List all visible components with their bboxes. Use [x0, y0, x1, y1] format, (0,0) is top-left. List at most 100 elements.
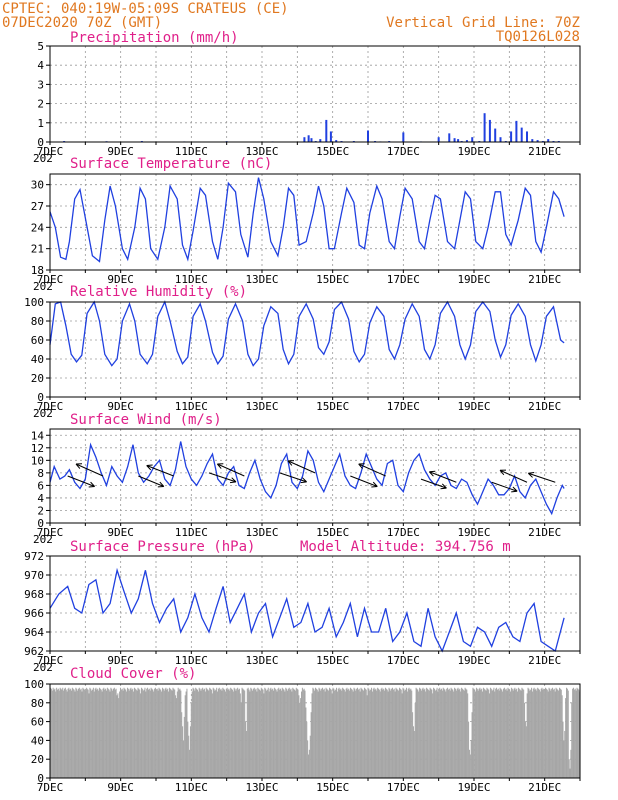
cloud-bar — [143, 689, 145, 778]
cloud-bar — [317, 691, 319, 778]
pressure-ytick-label: 962 — [24, 645, 44, 658]
cloud-bar — [564, 731, 566, 778]
cloud-bar — [488, 689, 490, 778]
cloud-bar — [305, 707, 307, 778]
cloud-bar — [386, 689, 388, 778]
cloud-bar — [398, 690, 400, 778]
cloud-bar — [290, 688, 292, 778]
cloud-bar — [285, 687, 287, 778]
cloud-bar — [472, 687, 474, 778]
precip-bar — [488, 119, 491, 142]
cloud-bar — [78, 687, 80, 778]
cloud-bar — [282, 688, 284, 778]
cloud-bar — [118, 698, 120, 778]
wind-xtick-label: 13DEC — [245, 526, 278, 539]
cloud-bar — [448, 688, 450, 778]
rh-xtick-label: 15DEC — [316, 400, 349, 413]
cloud-bar — [565, 698, 567, 778]
cloud-bar — [473, 688, 475, 778]
cloud-bar — [109, 691, 111, 778]
cloud-bar — [309, 735, 311, 778]
cloud-bar — [455, 690, 457, 778]
cloud-bar — [336, 691, 338, 778]
cloud-bar — [464, 687, 466, 778]
cloud-bar — [184, 695, 186, 778]
cloud-bar — [515, 689, 517, 778]
cloud-bar — [275, 689, 277, 778]
cloud-bar — [493, 687, 495, 778]
precip-bar — [520, 127, 523, 142]
cloud-bar — [384, 687, 386, 778]
temp-xtick-label: 11DEC — [175, 273, 208, 286]
cloud-bar — [147, 689, 149, 778]
cloud-bar — [223, 688, 225, 778]
header-location: CPTEC: 040:19W-05:09S CRATEUS (CE) — [2, 1, 289, 17]
cloud-bar — [535, 688, 537, 778]
cloud-bar — [75, 687, 77, 778]
cloud-bar — [301, 691, 303, 778]
cloud-bar — [217, 688, 219, 778]
cloud-bar — [193, 688, 195, 778]
cloud-bar — [189, 726, 191, 778]
cloud-bar — [556, 688, 558, 778]
cloud-bar — [84, 690, 87, 778]
cloud-bar — [160, 689, 162, 778]
cloud-xtick-label: 17DEC — [387, 781, 420, 794]
pressure-xtick-label: 19DEC — [457, 654, 490, 667]
cloud-bar — [362, 689, 364, 778]
cloud-bar — [447, 689, 449, 778]
precip-ytick-label: 4 — [37, 59, 44, 72]
cloud-bar — [532, 688, 534, 778]
cloud-bar — [568, 759, 570, 778]
cloud-bar — [212, 687, 214, 778]
cloud-bar — [480, 689, 482, 778]
temp-ytick-label: 18 — [31, 264, 44, 277]
wind-ytick-label: 4 — [37, 492, 44, 505]
cloud-bar — [411, 690, 413, 778]
cloud-bar — [420, 690, 422, 778]
precip-bar — [494, 128, 497, 142]
cloud-bar — [88, 693, 90, 778]
pressure-frame — [49, 555, 581, 652]
cloud-bar — [82, 687, 84, 778]
cloud-bar — [466, 689, 468, 778]
cloud-bar — [187, 721, 189, 778]
rh-panel: 0 20 40 60 80 100 7DEC 9DEC 11DEC 13DEC 15DEC 17DEC… — [24, 296, 581, 420]
cloud-bar — [340, 688, 342, 778]
precip-xtick-label: 15DEC — [316, 145, 349, 158]
cloud-bar — [141, 688, 143, 778]
cloud-bar — [65, 689, 67, 778]
cloud-bar — [155, 689, 157, 778]
cloud-bar — [185, 691, 187, 778]
cloud-bar — [210, 689, 212, 778]
precip-xtick-label: 21DEC — [528, 145, 561, 158]
cloud-bar — [378, 689, 380, 778]
cloud-bar — [232, 691, 234, 778]
cloud-bar — [73, 689, 75, 778]
cloud-bar — [287, 690, 289, 778]
cloud-bar — [67, 688, 69, 778]
cloud-bar — [50, 688, 52, 778]
cloud-bar — [383, 688, 385, 778]
cloud-bar — [179, 688, 181, 778]
cloud-bar — [261, 688, 263, 778]
cloud-bar — [156, 688, 158, 778]
cloud-bar — [548, 687, 550, 778]
temp-xtick-label: 21DEC — [528, 273, 561, 286]
cloud-bar — [119, 687, 121, 778]
cloud-bar — [397, 689, 399, 778]
cloud-bar — [294, 689, 296, 778]
cloud-bar — [452, 689, 454, 778]
cloud-bar — [298, 695, 300, 778]
cloud-bar — [289, 689, 291, 778]
cloud-bar — [52, 687, 54, 778]
cloud-bar — [274, 688, 276, 778]
cloud-bar — [353, 687, 355, 778]
cloud-bar — [374, 689, 376, 778]
cloud-bar — [207, 689, 209, 778]
cloud-bar — [132, 688, 134, 778]
cloud-bar — [524, 702, 526, 778]
cloud-bar — [552, 687, 554, 778]
